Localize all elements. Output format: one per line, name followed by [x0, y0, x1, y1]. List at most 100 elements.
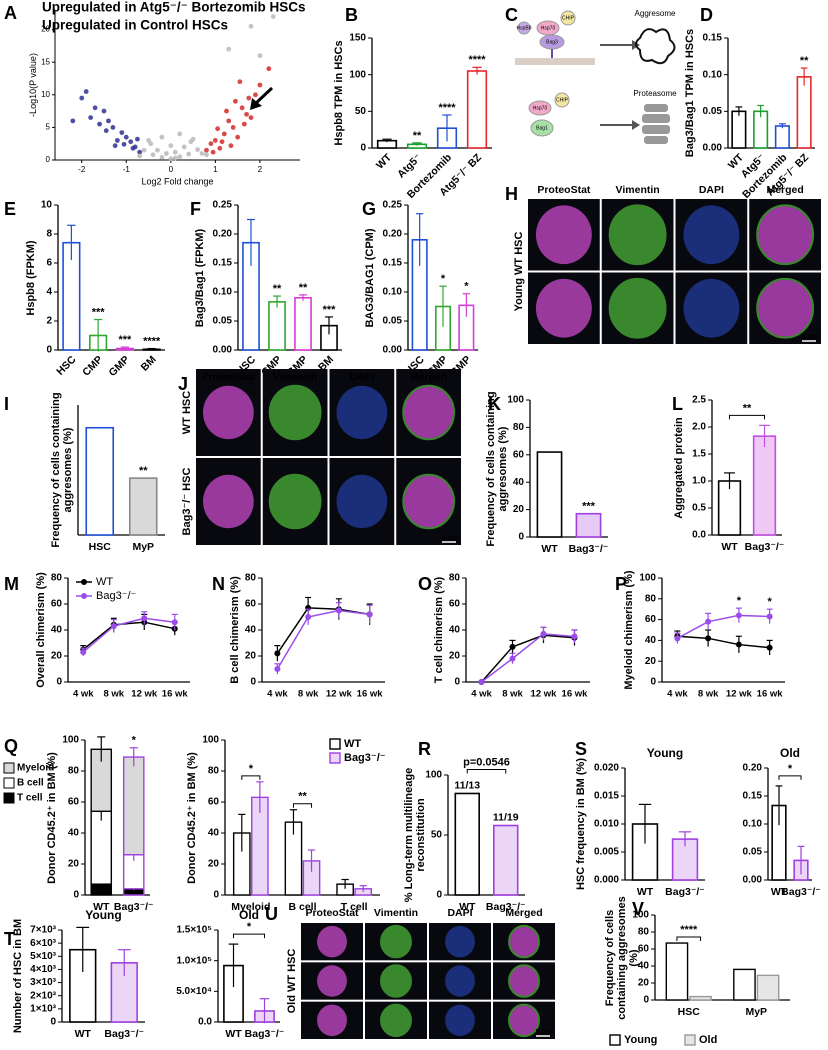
diagram-text: Hsp70 — [533, 105, 548, 111]
protein — [517, 21, 531, 35]
y-tick-label: 0.5 — [692, 503, 706, 514]
bar — [665, 942, 689, 1001]
point — [168, 156, 174, 162]
x-tick-label: 4 wk — [73, 689, 94, 700]
point — [79, 95, 85, 101]
point — [101, 108, 107, 114]
y-tick-label: 0 — [46, 345, 52, 356]
significance: * — [132, 735, 137, 747]
y-tick-label: 0 — [250, 677, 256, 688]
significance: ** — [800, 55, 809, 67]
cell — [756, 277, 815, 339]
y-tick-label: 6 — [46, 258, 52, 269]
point — [366, 611, 373, 618]
x-tick-label: WT — [75, 1028, 92, 1040]
y-tick-label: 20 — [245, 651, 257, 662]
diagram-text: CHIP — [562, 15, 575, 21]
legend-label: Bag3⁻/⁻ — [96, 590, 137, 602]
x-tick-label: WT — [541, 543, 558, 555]
point — [168, 143, 174, 149]
legend-swatch — [3, 792, 15, 804]
column-label: Vimentin — [273, 371, 317, 383]
panel-label: M — [4, 574, 19, 594]
cell — [508, 964, 540, 998]
value-label: 11/19 — [493, 811, 519, 823]
cell — [535, 205, 592, 265]
point — [177, 131, 183, 137]
line — [82, 621, 175, 651]
panel-label: V — [632, 899, 644, 919]
y-tick-label: 1.5 — [692, 449, 706, 460]
panel-label: A — [4, 3, 17, 23]
point — [137, 149, 143, 155]
y-tick-label: 0.10 — [703, 69, 723, 80]
column-label: Merged — [505, 907, 542, 919]
point — [248, 23, 254, 29]
y-tick-label: 100 — [632, 910, 649, 921]
y-tick-label: 20 — [449, 651, 461, 662]
arrowhead — [632, 120, 640, 130]
y-tick-label: 0 — [73, 890, 79, 901]
y-tick-label: 0.25 — [383, 200, 403, 211]
diagram-text: HspB8 — [516, 25, 531, 31]
point — [92, 105, 98, 111]
x-tick-label: BM — [139, 353, 159, 373]
point — [257, 53, 263, 59]
point — [135, 136, 140, 142]
diagram-text: Aggresome — [635, 9, 676, 18]
panel-label: D — [700, 5, 713, 25]
y-tick-label: 2 — [46, 316, 52, 327]
panel-label: L — [672, 394, 683, 414]
x-tick-label: HSC — [54, 353, 78, 377]
y-tick-label: 0.20 — [383, 229, 403, 240]
y-tick-label: 0.20 — [743, 763, 763, 774]
x-tick-label: GMP — [107, 354, 132, 379]
line — [677, 635, 770, 649]
significance: **** — [468, 54, 486, 66]
panel-label: B — [345, 5, 358, 25]
point — [70, 118, 76, 124]
column-label: Merged — [410, 371, 447, 383]
point — [224, 108, 229, 114]
bracket-label: ** — [298, 791, 307, 803]
point — [121, 141, 127, 147]
significance: ** — [413, 130, 422, 142]
x-tick-label: 12 wk — [726, 689, 753, 700]
cell — [203, 474, 254, 529]
y-tick-label: 8 — [46, 229, 52, 240]
y-tick-label: 0.10 — [383, 287, 403, 298]
x-tick-label: WT — [225, 1028, 242, 1040]
x-tick-label: 8 wk — [103, 689, 124, 700]
legend-swatch — [684, 1034, 696, 1046]
point — [123, 134, 129, 140]
y-tick-label: 1.5×10⁵ — [176, 925, 212, 936]
bar — [774, 125, 790, 149]
y-tick-label: 5.0×10⁴ — [176, 986, 212, 997]
x-axis-label: Log2 Fold change — [141, 176, 213, 186]
x-tick-label: 12 wk — [326, 689, 353, 700]
line — [481, 633, 575, 683]
bar — [689, 995, 712, 1001]
y-tick-label: 0.00 — [743, 875, 763, 886]
y-tick-label: 0 — [436, 890, 442, 901]
point — [674, 635, 681, 642]
bracket-label: * — [249, 763, 254, 775]
chart-title: Young — [647, 746, 683, 760]
bar — [752, 435, 777, 536]
cell — [380, 1003, 412, 1038]
value-label: 11/13 — [454, 779, 480, 791]
legend-swatch — [3, 762, 15, 774]
x-tick-label: -1 — [123, 165, 131, 174]
y-tick-label: 0.10 — [743, 819, 763, 830]
x-tick-label: Bag3⁻/⁻ — [486, 901, 526, 913]
y-tick-label: 0 — [50, 1017, 56, 1028]
significance: *** — [118, 334, 132, 346]
cell — [203, 385, 254, 440]
x-tick-label: 16 wk — [162, 689, 189, 700]
x-tick-label: 8 wk — [502, 689, 523, 700]
x-tick-label: 8 wk — [298, 689, 319, 700]
point — [244, 111, 249, 117]
x-tick-label: T cell — [341, 901, 368, 913]
y-tick-label: 50 — [355, 106, 367, 117]
